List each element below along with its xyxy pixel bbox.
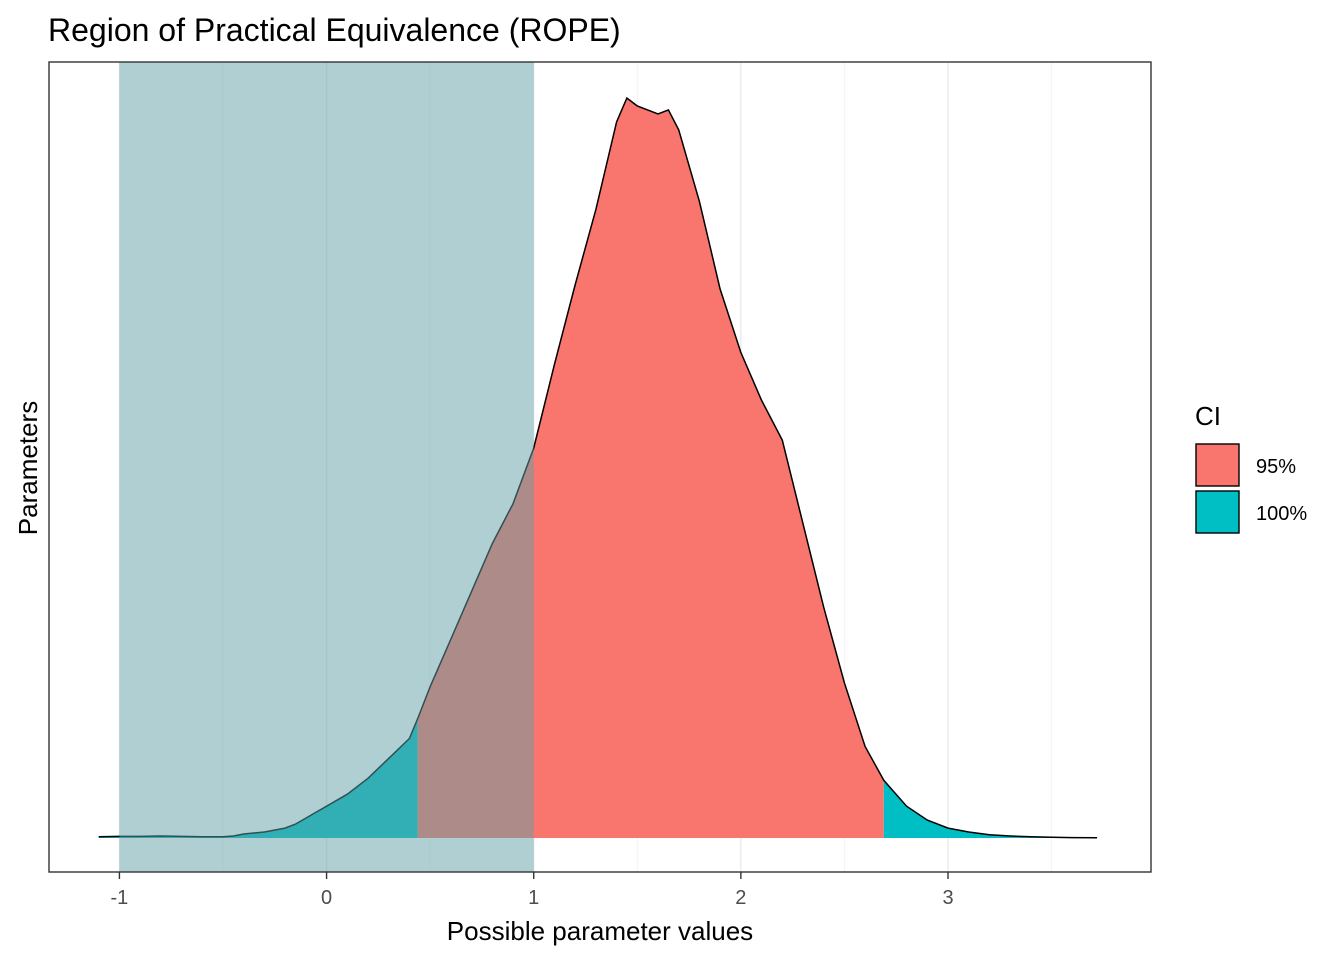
x-tick-label: 0 [321,887,332,909]
x-tick-label: 2 [735,887,746,909]
rope-layer [119,62,534,872]
chart-title: Region of Practical Equivalence (ROPE) [48,12,621,48]
density-ci-95 [417,98,884,838]
x-tick-label: 3 [942,887,953,909]
rope-band [119,62,534,872]
legend-swatch [1195,490,1240,534]
density-tail-right [883,780,1098,838]
legend: CI 95% 100% [1195,401,1307,534]
x-tick-label: 1 [528,887,539,909]
y-axis-label: Parameters [13,401,43,535]
legend-swatch [1195,443,1240,487]
x-axis-label: Possible parameter values [447,916,753,946]
panel-border [48,61,1152,873]
legend-label: 100% [1256,503,1307,525]
x-tick-label: -1 [111,887,129,909]
x-axis: -1 0 1 2 3 [111,872,954,909]
legend-title: CI [1195,401,1221,431]
legend-label: 95% [1256,456,1296,478]
